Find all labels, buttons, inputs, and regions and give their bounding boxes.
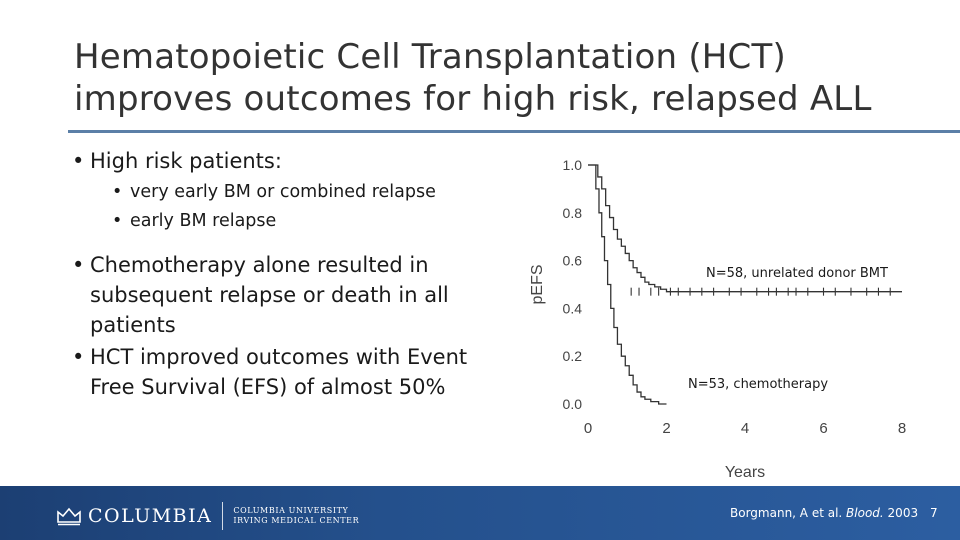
x-tick-label: 4 [741,420,749,437]
sub-bullet-early: early BM relapse [72,207,492,236]
columbia-logo: COLUMBIA COLUMBIA UNIVERSITY IRVING MEDI… [56,502,359,530]
crown-icon [57,507,81,526]
logo-divider [222,502,224,530]
y-tick-label: 0.2 [563,348,583,364]
y-axis-label: pEFS [529,264,546,304]
bullet-hct: HCT improved outcomes with Event Free Su… [72,342,470,402]
slide-title-line2: improves outcomes for high risk, relapse… [74,79,872,119]
x-tick-label: 8 [898,420,906,437]
km-survival-chart: 0.0 0.2 0.4 0.6 0.8 1.0 0 2 4 6 8 pEFS Years N=58, un… [529,157,906,480]
x-axis-label: Years [725,464,765,480]
series-label-chemo: N=53, chemotherapy [688,377,828,392]
km-curve-chemo [588,164,667,405]
page-number: 7 [930,506,938,520]
citation: Borgmann, A et al. Blood. 2003 [730,506,918,520]
bullet-chemotherapy: Chemotherapy alone resulted in subsequen… [72,250,470,340]
cu-imc-wordmark: COLUMBIA UNIVERSITY IRVING MEDICAL CENTE… [233,506,359,526]
bullet-high-risk: High risk patients: [72,146,492,176]
y-tick-label: 0.6 [563,253,583,269]
bullet-list: High risk patients: very early BM or com… [72,146,492,404]
columbia-wordmark: COLUMBIA [88,505,213,527]
citation-year: 2003 [883,506,919,520]
sub-bullet-list: very early BM or combined relapse early … [72,178,492,236]
km-curve-bmt [588,164,902,293]
citation-journal: Blood. [846,506,884,520]
y-tick-label: 0.8 [563,205,583,221]
y-tick-label: 0.0 [563,396,583,412]
citation-authors: Borgmann, A et al. [730,506,847,520]
footer-bar: COLUMBIA COLUMBIA UNIVERSITY IRVING MEDI… [0,486,960,540]
cu-line1: COLUMBIA UNIVERSITY [233,506,349,515]
title-underline [68,130,960,133]
series-label-bmt: N=58, unrelated donor BMT [706,266,888,281]
x-tick-label: 6 [819,420,827,437]
cu-line2: IRVING MEDICAL CENTER [233,516,360,525]
slide-title: Hematopoietic Cell Transplantation (HCT)… [74,36,934,120]
x-tick-label: 0 [584,420,592,437]
y-tick-label: 1.0 [563,157,583,173]
slide-title-line1: Hematopoietic Cell Transplantation (HCT) [74,37,786,77]
sub-bullet-very-early: very early BM or combined relapse [72,178,492,207]
x-tick-label: 2 [662,420,670,437]
y-tick-label: 0.4 [563,300,583,316]
